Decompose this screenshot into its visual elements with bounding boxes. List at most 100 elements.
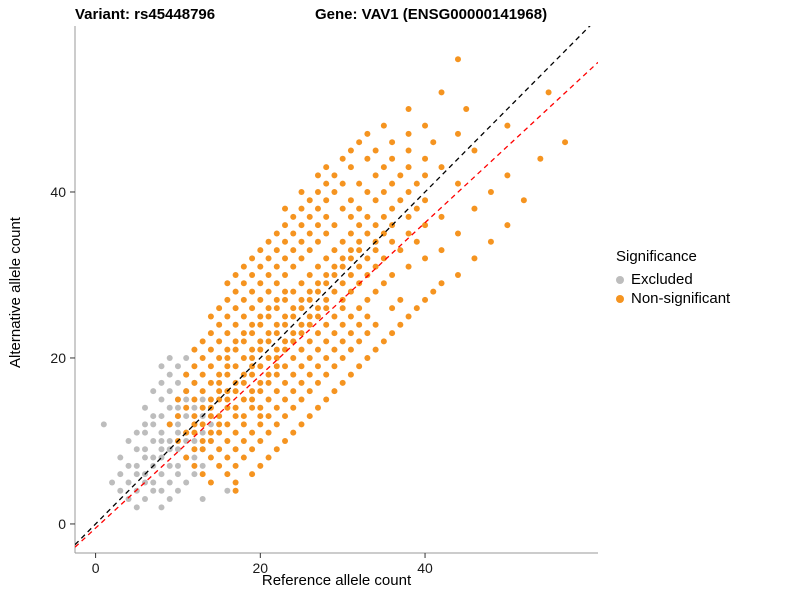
data-point-non-significant: [240, 454, 247, 461]
data-point-non-significant: [314, 172, 321, 179]
data-point-non-significant: [504, 122, 511, 129]
data-point-non-significant: [240, 437, 247, 444]
legend-title: Significance: [616, 248, 697, 265]
legend-item-label: Excluded: [631, 271, 693, 288]
data-point-non-significant: [356, 363, 363, 370]
data-point-non-significant: [265, 305, 272, 312]
data-point-non-significant: [339, 305, 346, 312]
data-point-non-significant: [298, 321, 305, 328]
data-point-non-significant: [323, 354, 330, 361]
data-point-non-significant: [331, 330, 338, 337]
data-point-non-significant: [290, 330, 297, 337]
data-point-non-significant: [323, 164, 330, 171]
data-point-non-significant: [232, 388, 239, 395]
data-point-excluded: [142, 454, 149, 461]
data-point-non-significant: [216, 354, 223, 361]
data-point-non-significant: [232, 404, 239, 411]
data-point-excluded: [166, 371, 173, 378]
data-point-non-significant: [314, 404, 321, 411]
data-point-non-significant: [430, 288, 437, 295]
data-point-non-significant: [314, 305, 321, 312]
data-point-non-significant: [380, 164, 387, 171]
data-point-non-significant: [356, 305, 363, 312]
data-point-non-significant: [504, 222, 511, 229]
data-point-non-significant: [372, 147, 379, 154]
data-point-non-significant: [232, 429, 239, 436]
data-point-non-significant: [265, 330, 272, 337]
data-point-excluded: [150, 487, 157, 494]
data-point-non-significant: [331, 263, 338, 270]
data-point-non-significant: [298, 330, 305, 337]
data-point-non-significant: [405, 213, 412, 220]
data-point-non-significant: [207, 346, 214, 353]
data-point-non-significant: [405, 147, 412, 154]
data-point-non-significant: [331, 188, 338, 195]
data-point-non-significant: [372, 247, 379, 254]
data-point-non-significant: [191, 429, 198, 436]
data-point-excluded: [150, 437, 157, 444]
data-point-non-significant: [265, 354, 272, 361]
data-point-non-significant: [397, 172, 404, 179]
data-point-non-significant: [422, 155, 429, 162]
variant-title: Variant: rs45448796: [75, 6, 216, 23]
data-point-non-significant: [232, 338, 239, 345]
x-axis-label: Reference allele count: [261, 572, 412, 589]
fit-line: [75, 61, 598, 548]
data-point-non-significant: [331, 172, 338, 179]
data-point-non-significant: [240, 330, 247, 337]
data-point-non-significant: [191, 379, 198, 386]
data-point-non-significant: [372, 222, 379, 229]
data-point-non-significant: [232, 271, 239, 278]
data-point-non-significant: [257, 247, 264, 254]
data-point-non-significant: [397, 197, 404, 204]
data-point-excluded: [207, 421, 214, 428]
data-point-non-significant: [323, 213, 330, 220]
data-point-excluded: [125, 496, 132, 503]
data-point-non-significant: [323, 338, 330, 345]
data-point-non-significant: [356, 205, 363, 212]
data-point-excluded: [158, 504, 165, 511]
data-point-excluded: [191, 404, 198, 411]
data-point-non-significant: [224, 363, 231, 370]
data-point-non-significant: [207, 313, 214, 320]
data-point-excluded: [174, 404, 181, 411]
data-point-excluded: [133, 471, 140, 478]
data-point-non-significant: [314, 263, 321, 270]
data-point-non-significant: [282, 255, 289, 262]
data-point-non-significant: [380, 122, 387, 129]
data-point-excluded: [166, 437, 173, 444]
data-point-excluded: [224, 487, 231, 494]
data-point-non-significant: [240, 413, 247, 420]
data-point-non-significant: [191, 413, 198, 420]
data-point-non-significant: [232, 446, 239, 453]
data-point-non-significant: [216, 429, 223, 436]
data-point-non-significant: [240, 296, 247, 303]
data-point-non-significant: [273, 354, 280, 361]
data-point-excluded: [183, 396, 190, 403]
data-point-non-significant: [199, 446, 206, 453]
data-point-non-significant: [240, 421, 247, 428]
data-point-non-significant: [265, 454, 272, 461]
data-point-non-significant: [224, 471, 231, 478]
data-point-excluded: [174, 446, 181, 453]
data-point-non-significant: [249, 396, 256, 403]
data-point-non-significant: [199, 404, 206, 411]
data-point-non-significant: [314, 288, 321, 295]
data-point-non-significant: [430, 139, 437, 146]
data-point-non-significant: [273, 346, 280, 353]
data-point-non-significant: [290, 247, 297, 254]
data-point-non-significant: [257, 413, 264, 420]
data-point-excluded: [199, 396, 206, 403]
data-point-non-significant: [323, 197, 330, 204]
data-point-non-significant: [323, 230, 330, 237]
data-point-excluded: [133, 446, 140, 453]
data-point-non-significant: [331, 288, 338, 295]
data-point-non-significant: [314, 238, 321, 245]
data-point-non-significant: [257, 321, 264, 328]
data-point-non-significant: [438, 164, 445, 171]
data-point-non-significant: [405, 263, 412, 270]
data-point-excluded: [109, 479, 116, 486]
data-point-excluded: [174, 487, 181, 494]
data-point-non-significant: [249, 429, 256, 436]
data-point-non-significant: [207, 479, 214, 486]
